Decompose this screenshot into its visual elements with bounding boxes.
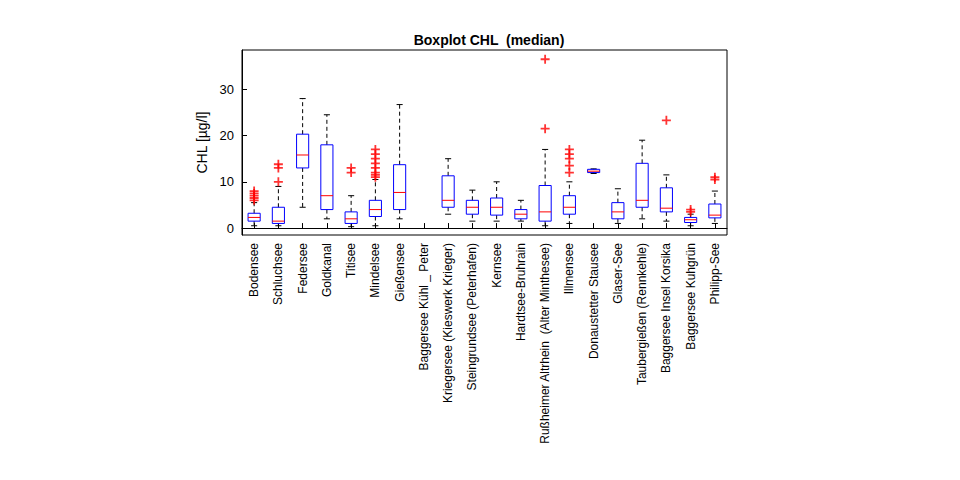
svg-text:Titisee: Titisee	[344, 243, 358, 278]
svg-text:Illmensee: Illmensee	[562, 243, 576, 295]
svg-text:Goldkanal: Goldkanal	[320, 243, 334, 297]
svg-text:30: 30	[220, 82, 234, 97]
svg-text:Gießensee: Gießensee	[393, 243, 407, 302]
svg-text:Baggersee Kühl _ Peter: Baggersee Kühl _ Peter	[417, 243, 431, 370]
svg-text:Mindelsee: Mindelsee	[368, 243, 382, 298]
svg-text:Kernsee: Kernsee	[490, 243, 504, 288]
svg-text:Bodensee: Bodensee	[247, 243, 261, 297]
svg-text:0: 0	[227, 221, 234, 236]
svg-text:Baggersee Insel Korsika: Baggersee Insel Korsika	[659, 243, 673, 373]
svg-text:Schluchsee: Schluchsee	[271, 243, 285, 305]
svg-text:Hardtsee-Bruhrain: Hardtsee-Bruhrain	[514, 243, 528, 341]
svg-text:Boxplot CHL (median): Boxplot CHL (median)	[414, 32, 565, 48]
svg-text:CHL [µg/l]: CHL [µg/l]	[194, 111, 210, 173]
svg-text:20: 20	[220, 128, 234, 143]
svg-text:Kriegersee (Kieswerk Krieger): Kriegersee (Kieswerk Krieger)	[441, 243, 455, 403]
svg-text:Steingrundsee (Peterhafen): Steingrundsee (Peterhafen)	[465, 243, 479, 390]
svg-text:10: 10	[220, 174, 234, 189]
svg-text:Federsee: Federsee	[296, 243, 310, 294]
svg-text:Taubergießen (Rennkehle): Taubergießen (Rennkehle)	[635, 243, 649, 385]
svg-text:Glaser-See: Glaser-See	[611, 243, 625, 304]
svg-text:Rußheimer Altrhein (Alter Min: Rußheimer Altrhein (Alter Minthesee)	[538, 243, 552, 444]
svg-text:Philipp-See: Philipp-See	[708, 243, 722, 305]
svg-text:Baggersee Kuhgrün: Baggersee Kuhgrün	[684, 243, 698, 350]
svg-text:Donaustetter Stausee: Donaustetter Stausee	[587, 243, 601, 359]
